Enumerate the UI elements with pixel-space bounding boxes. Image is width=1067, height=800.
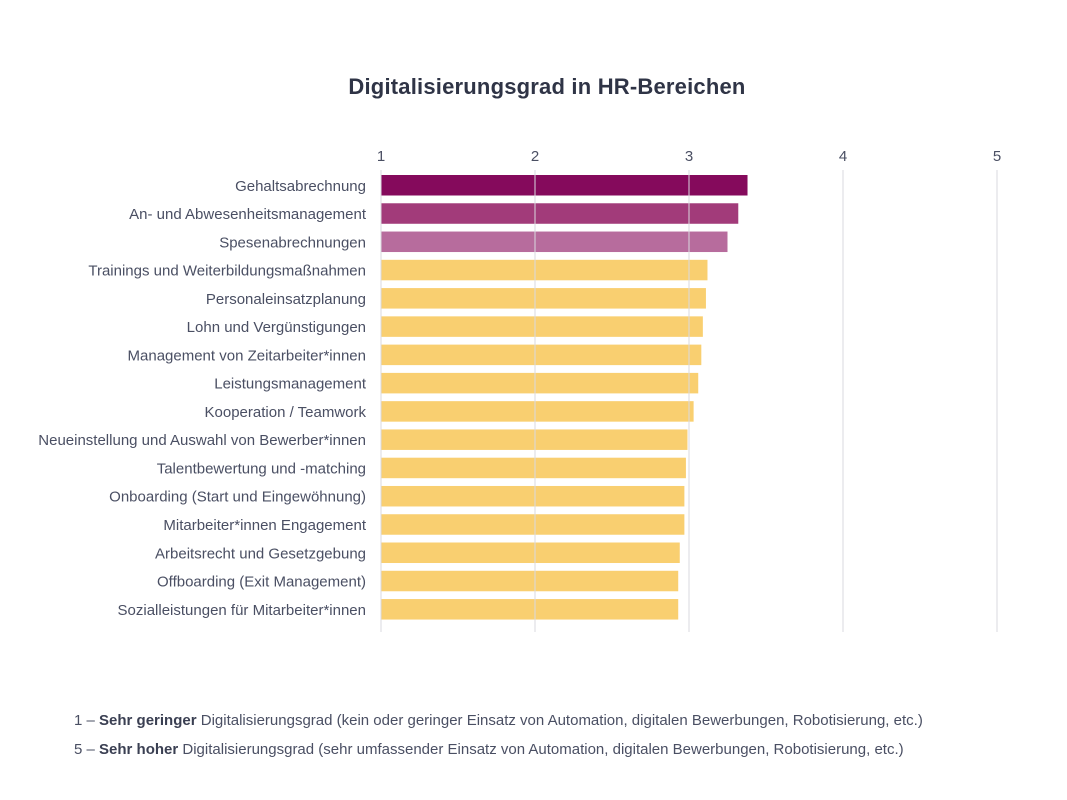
category-label: Neueinstellung und Auswahl von Bewerber*… xyxy=(38,432,366,449)
bar xyxy=(381,288,706,309)
legend-1-bold: Sehr geringer xyxy=(99,712,197,729)
bar xyxy=(381,316,703,337)
legend-1-prefix: 1 – xyxy=(74,712,100,729)
category-label: Kooperation / Teamwork xyxy=(205,404,367,421)
bar xyxy=(381,203,739,224)
legend-line-1: 1 – Sehr geringer Digitalisierungsgrad (… xyxy=(74,712,923,729)
bar xyxy=(381,542,680,564)
legend-2-text: Digitalisierungsgrad (sehr umfassender E… xyxy=(178,741,904,758)
category-label: Lohn und Vergünstigungen xyxy=(187,319,366,336)
bar xyxy=(381,457,686,479)
bar xyxy=(381,599,679,620)
x-tick-label: 5 xyxy=(993,148,1001,165)
legend-1-text: Digitalisierungsgrad (kein oder geringer… xyxy=(196,712,923,729)
bar xyxy=(381,401,694,422)
category-label: Arbeitsrecht und Gesetzgebung xyxy=(155,545,366,562)
category-label: Mitarbeiter*innen Engagement xyxy=(163,517,366,534)
bar-chart: 1 2 3 4 5 Gehaltsabrechnung An- und Abwesenhei… xyxy=(38,148,1001,632)
category-label: Trainings und Weiterbildungsmaßnahmen xyxy=(88,263,366,280)
category-label: Management von Zeitarbeiter*innen xyxy=(128,347,366,364)
legend-2-bold: Sehr hoher xyxy=(99,741,179,758)
legend-line-2: 5 – Sehr hoher Digitalisierungsgrad (seh… xyxy=(74,741,904,758)
category-label: Spesenabrechnungen xyxy=(219,234,366,251)
category-label: Personaleinsatzplanung xyxy=(206,291,366,308)
category-label: Leistungsmanagement xyxy=(214,376,367,393)
category-label: Gehaltsabrechnung xyxy=(235,178,366,195)
bar xyxy=(381,514,685,535)
legend-2-prefix: 5 – xyxy=(74,741,100,758)
bar xyxy=(381,570,679,592)
chart-title: Digitalisierungsgrad in HR-Bereichen xyxy=(348,74,746,99)
category-label: Talentbewertung und -matching xyxy=(157,460,366,477)
bar xyxy=(381,485,685,507)
bar xyxy=(381,429,688,450)
bar xyxy=(381,175,748,196)
category-label: Offboarding (Exit Management) xyxy=(157,574,366,591)
category-label: An- und Abwesenheitsmanagement xyxy=(129,206,367,223)
bar xyxy=(381,372,699,394)
x-tick-label: 4 xyxy=(839,148,847,165)
bar xyxy=(381,231,728,253)
x-tick-label: 1 xyxy=(377,148,385,165)
category-label: Onboarding (Start und Eingewöhnung) xyxy=(109,489,366,506)
x-tick-label: 3 xyxy=(685,148,693,165)
category-label: Sozialleistungen für Mitarbeiter*innen xyxy=(118,602,366,619)
x-tick-label: 2 xyxy=(531,148,539,165)
bar xyxy=(381,259,708,281)
bar xyxy=(381,344,702,366)
